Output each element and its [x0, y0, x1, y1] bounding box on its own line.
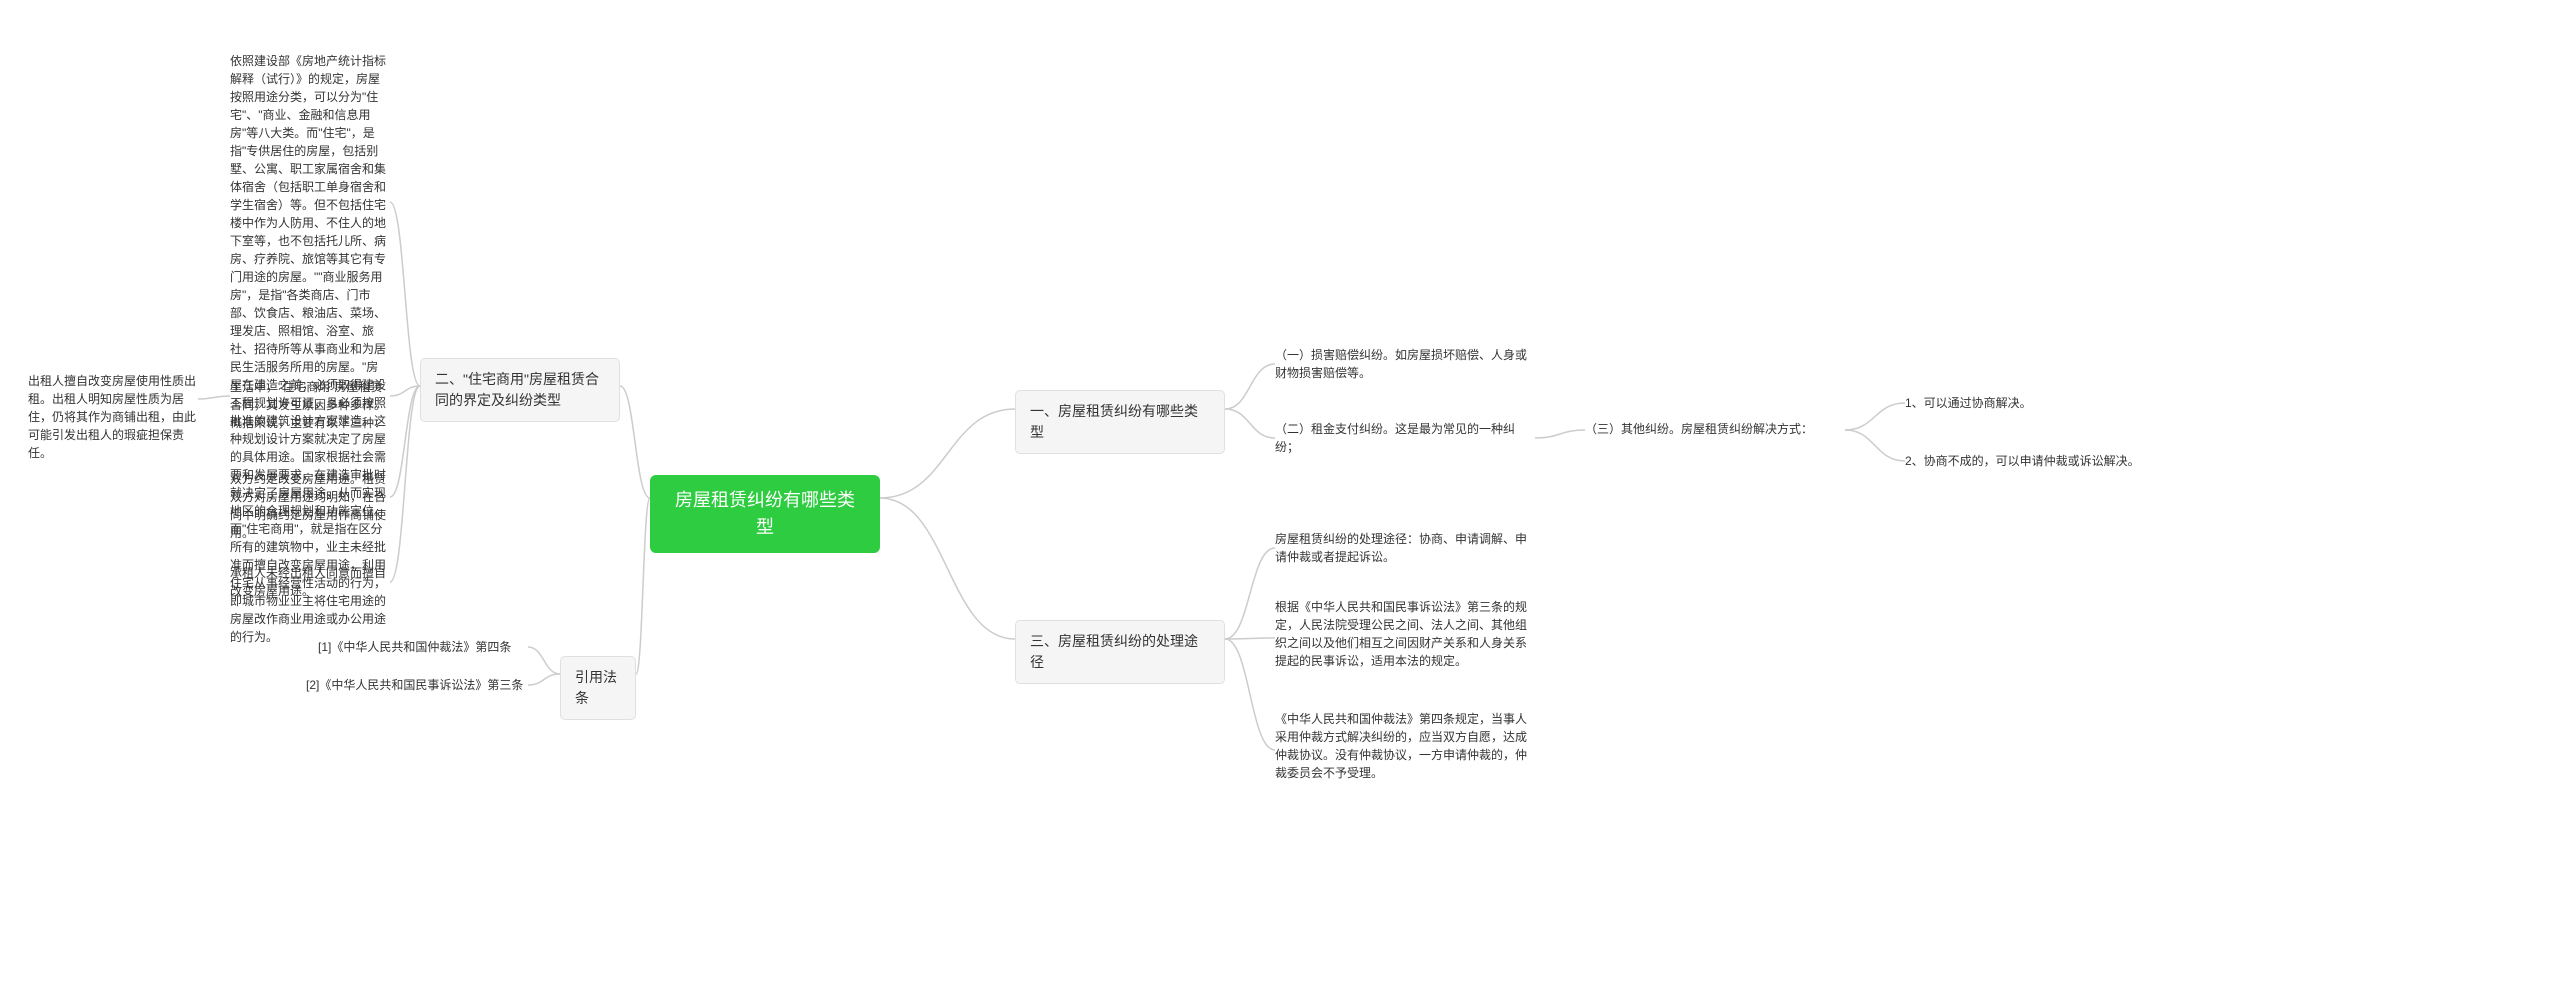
leaf-r1b1a: 1、可以通过协商解决。 [1905, 394, 2085, 412]
branch-l2: 引用法条 [560, 656, 636, 720]
leaf-l1b1: 出租人擅自改变房屋使用性质出租。出租人明知房屋性质为居住，仍将其作为商铺出租，由… [28, 372, 198, 462]
leaf-r1a: （一）损害赔偿纠纷。如房屋损坏赔偿、人身或财物损害赔偿等。 [1275, 346, 1535, 382]
leaf-r2b: 根据《中华人民共和国民事诉讼法》第三条的规定，人民法院受理公民之间、法人之间、其… [1275, 598, 1535, 670]
branch-r2: 三、房屋租赁纠纷的处理途径 [1015, 620, 1225, 684]
leaf-l1c: 双方约定改变房屋用途。租赁双方对房屋用途均明知，在合同中明确约定房屋用作商铺使用… [230, 470, 390, 542]
leaf-l1a: 依照建设部《房地产统计指标解释（试行）》的规定，房屋按照用途分类，可以分为"住宅… [230, 52, 390, 646]
leaf-r1b1b: 2、协商不成的，可以申请仲裁或诉讼解决。 [1905, 452, 2175, 470]
leaf-r2a: 房屋租赁纠纷的处理途径：协商、申请调解、申请仲裁或者提起诉讼。 [1275, 530, 1535, 566]
leaf-r1b1: （三）其他纠纷。房屋租赁纠纷解决方式： [1585, 420, 1845, 438]
leaf-r2c: 《中华人民共和国仲裁法》第四条规定，当事人采用仲裁方式解决纠纷的，应当双方自愿，… [1275, 710, 1535, 782]
leaf-l2a: [1]《中华人民共和国仲裁法》第四条 [318, 638, 528, 656]
branch-r1: 一、房屋租赁纠纷有哪些类型 [1015, 390, 1225, 454]
branch-l1: 二、"住宅商用"房屋租赁合同的界定及纠纷类型 [420, 358, 620, 422]
leaf-l1b: 生活中，"住宅商用"房屋租赁合同，其发生原因多种多样。概括来说，主要有以下三种： [230, 378, 390, 432]
leaf-l1d: 承租人未经出租人同意而擅自改变房屋用途。 [230, 564, 390, 600]
leaf-r1b: （二）租金支付纠纷。这是最为常见的一种纠纷； [1275, 420, 1535, 456]
leaf-l2b: [2]《中华人民共和国民事诉讼法》第三条 [306, 676, 528, 694]
root-node: 房屋租赁纠纷有哪些类型 [650, 475, 880, 553]
